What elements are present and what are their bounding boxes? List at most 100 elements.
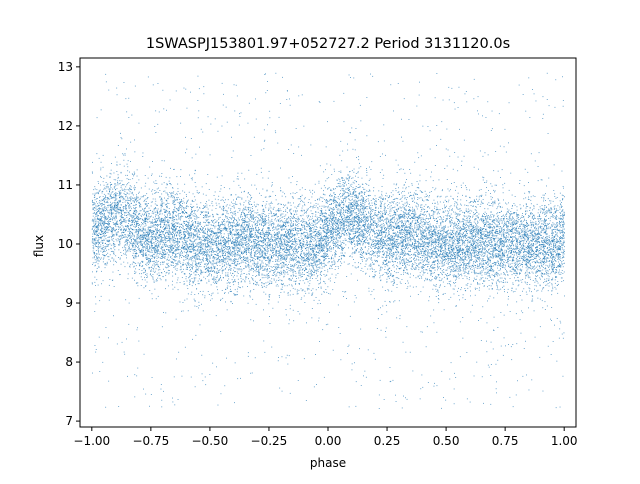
data-point (414, 215, 415, 216)
data-point (349, 213, 350, 214)
data-point (119, 244, 120, 245)
data-point (306, 226, 307, 227)
data-point (448, 213, 449, 214)
data-point (386, 257, 387, 258)
data-point (426, 230, 427, 231)
data-point (473, 216, 474, 217)
data-point (349, 256, 350, 257)
data-point (443, 254, 444, 255)
data-point (339, 233, 340, 234)
data-point (250, 283, 251, 284)
data-point (487, 255, 488, 256)
data-point (214, 244, 215, 245)
data-point (503, 280, 504, 281)
data-point (172, 220, 173, 221)
data-point (93, 202, 94, 203)
data-point (190, 269, 191, 270)
data-point (152, 265, 153, 266)
data-point (237, 222, 238, 223)
data-point (439, 219, 440, 220)
data-point (534, 206, 535, 207)
data-point (164, 237, 165, 238)
data-point (479, 284, 480, 285)
data-point (333, 203, 334, 204)
data-point (563, 253, 564, 254)
data-point (361, 217, 362, 218)
data-point (366, 238, 367, 239)
data-point (361, 204, 362, 205)
data-point (466, 216, 467, 217)
data-point (468, 222, 469, 223)
data-point (314, 192, 315, 193)
data-point (180, 219, 181, 220)
data-point (401, 233, 402, 234)
data-point (330, 221, 331, 222)
data-point (555, 224, 556, 225)
data-point (123, 262, 124, 263)
data-point (505, 275, 506, 276)
data-point (428, 222, 429, 223)
data-point (180, 216, 181, 217)
data-point (563, 106, 564, 107)
data-point (517, 233, 518, 234)
data-point (92, 264, 93, 265)
data-point (151, 270, 152, 271)
data-point (466, 238, 467, 239)
data-point (469, 262, 470, 263)
data-point (325, 232, 326, 233)
data-point (97, 218, 98, 219)
data-point (481, 220, 482, 221)
data-point (187, 265, 188, 266)
data-point (114, 234, 115, 235)
data-point (150, 256, 151, 257)
data-point (140, 240, 141, 241)
data-point (452, 218, 453, 219)
data-point (403, 141, 404, 142)
data-point (250, 232, 251, 233)
data-point (370, 269, 371, 270)
data-point (486, 341, 487, 342)
data-point (179, 260, 180, 261)
data-point (436, 284, 437, 285)
data-point (463, 219, 464, 220)
data-point (196, 272, 197, 273)
data-point (537, 224, 538, 225)
data-point (103, 247, 104, 248)
data-point (283, 204, 284, 205)
data-point (528, 275, 529, 276)
data-point (352, 369, 353, 370)
data-point (462, 317, 463, 318)
data-point (244, 179, 245, 180)
data-point (550, 243, 551, 244)
data-point (419, 216, 420, 217)
data-point (192, 285, 193, 286)
data-point (242, 216, 243, 217)
data-point (535, 337, 536, 338)
data-point (205, 249, 206, 250)
data-point (153, 247, 154, 248)
data-point (352, 196, 353, 197)
data-point (207, 236, 208, 237)
data-point (254, 202, 255, 203)
data-point (551, 207, 552, 208)
data-point (243, 228, 244, 229)
data-point (256, 254, 257, 255)
data-point (375, 223, 376, 224)
data-point (299, 284, 300, 285)
data-point (339, 199, 340, 200)
data-point (224, 252, 225, 253)
data-point (544, 239, 545, 240)
data-point (176, 359, 177, 360)
data-point (363, 197, 364, 198)
data-point (149, 267, 150, 268)
data-point (450, 260, 451, 261)
data-point (391, 253, 392, 254)
data-point (168, 236, 169, 237)
data-point (207, 276, 208, 277)
data-point (311, 197, 312, 198)
data-point (425, 252, 426, 253)
data-point (333, 189, 334, 190)
data-point (405, 272, 406, 273)
data-point (495, 243, 496, 244)
